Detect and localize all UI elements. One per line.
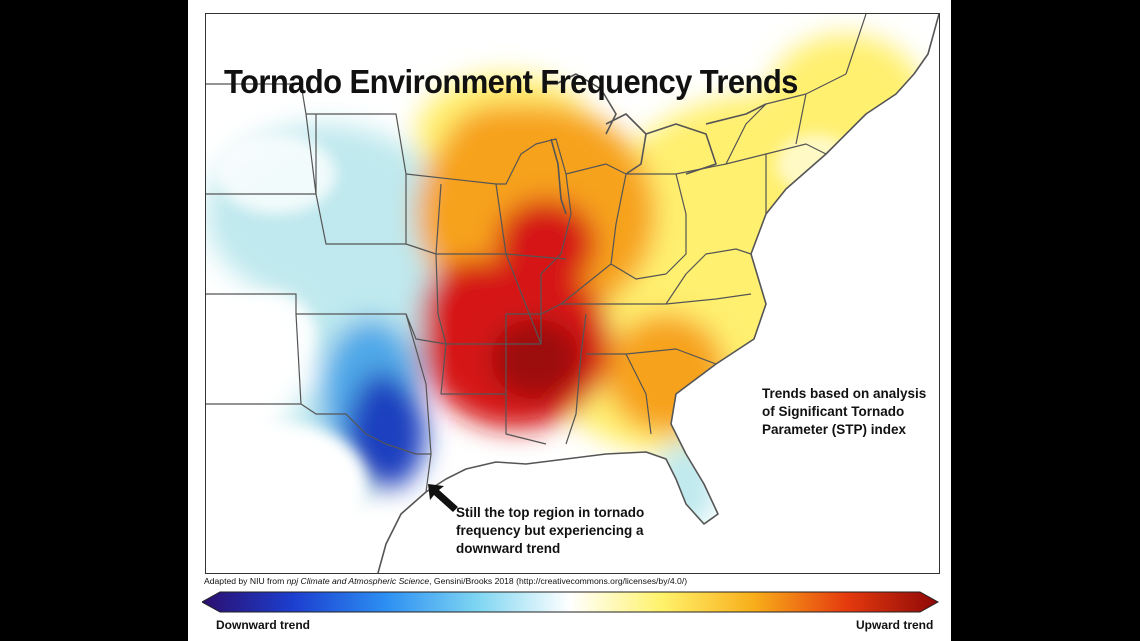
map-frame: Tornado Environment Frequency Trends Tre… [205, 13, 940, 574]
arrow-pointer-icon [428, 484, 458, 512]
credit-prefix: Adapted by NIU from [204, 576, 287, 586]
credit-journal: npj Climate and Atmospheric Science [286, 576, 430, 586]
legend-low-label: Downward trend [216, 618, 311, 632]
texas-callout: Still the top region in tornado frequenc… [456, 505, 645, 556]
state-borders [206, 14, 867, 493]
coastline [377, 14, 939, 573]
trend-map [206, 14, 939, 573]
source-credit: Adapted by NIU from npj Climate and Atmo… [204, 576, 687, 586]
credit-suffix: , Gensini/Brooks 2018 (http://creativeco… [429, 576, 688, 586]
analysis-note: Trends based on analysis of Significant … [762, 386, 927, 437]
map-title: Tornado Environment Frequency Trends [224, 62, 798, 101]
legend-high-label: Upward trend [856, 618, 934, 632]
trend-colorbar [202, 591, 940, 613]
